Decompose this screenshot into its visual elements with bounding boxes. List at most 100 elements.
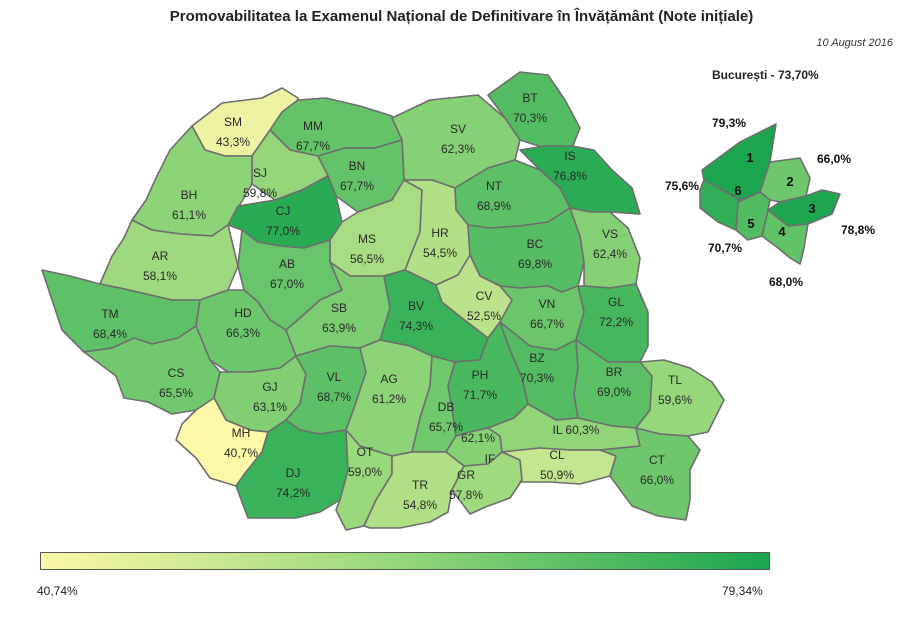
county-value-vn: 66,7% <box>530 317 564 331</box>
sector-value-1: 79,3% <box>712 116 746 130</box>
map-title: Promovabilitatea la Examenul Național de… <box>169 8 754 25</box>
county-value-ms: 56,5% <box>350 252 384 266</box>
county-code-cl: CL <box>549 448 565 462</box>
county-code-tr: TR <box>412 478 428 492</box>
county-value-dj: 74,2% <box>276 486 310 500</box>
county-code-vs: VS <box>602 227 618 241</box>
county-code-ag: AG <box>380 372 397 386</box>
county-value-cl: 50,9% <box>540 468 574 482</box>
sector-value-4: 68,0% <box>769 275 803 289</box>
county-code-bn: BN <box>349 159 366 173</box>
sector-number-6: 6 <box>734 183 741 198</box>
sector-value-2: 66,0% <box>817 152 851 166</box>
county-value-hd: 66,3% <box>226 326 260 340</box>
county-code-sm: SM <box>224 115 242 129</box>
sector-number-1: 1 <box>746 150 753 165</box>
county-code-dj: DJ <box>286 466 301 480</box>
legend-gradient-bar <box>40 552 770 570</box>
county-value-bz: 70,3% <box>520 371 554 385</box>
county-code-ot: OT <box>357 445 374 459</box>
county-tl <box>635 359 725 437</box>
county-gl <box>575 283 649 363</box>
county-code-gr: GR <box>457 468 475 482</box>
county-code-tl: TL <box>668 373 682 387</box>
county-value-bn: 67,7% <box>340 179 374 193</box>
county-code-vn: VN <box>539 297 556 311</box>
county-code-gj: GJ <box>262 380 277 394</box>
county-value-ar: 58,1% <box>143 269 177 283</box>
county-value-mh: 40,7% <box>224 446 258 460</box>
county-value-if: 62,1% <box>461 431 495 445</box>
county-value-bt: 70,3% <box>513 111 547 125</box>
county-value-ct: 66,0% <box>640 473 674 487</box>
county-value-gj: 63,1% <box>253 400 287 414</box>
county-cl <box>501 447 617 485</box>
legend-min-label: 40,74% <box>37 584 78 598</box>
bucharest-sector-5 <box>735 191 771 241</box>
sector-number-5: 5 <box>747 216 754 231</box>
county-value-bv: 74,3% <box>399 319 433 333</box>
county-value-sj: 59,8% <box>243 186 277 200</box>
county-value-sb: 63,9% <box>322 321 356 335</box>
county-value-cs: 65,5% <box>159 386 193 400</box>
county-value-vs: 62,4% <box>593 247 627 261</box>
county-code-cj: CJ <box>276 204 291 218</box>
county-code-sv: SV <box>450 122 466 136</box>
county-code-bv: BV <box>408 299 424 313</box>
sector-value-5: 70,7% <box>708 241 742 255</box>
county-value-vl: 68,7% <box>317 390 351 404</box>
county-value-mm: 67,7% <box>296 139 330 153</box>
county-label-il: IL 60,3% <box>553 423 600 437</box>
county-code-bz: BZ <box>529 351 544 365</box>
map-date: 10 August 2016 <box>816 37 893 49</box>
county-value-ph: 71,7% <box>463 388 497 402</box>
county-code-br: BR <box>606 365 623 379</box>
county-value-is: 76,8% <box>553 169 587 183</box>
county-value-tm: 68,4% <box>93 327 127 341</box>
county-code-vl: VL <box>327 370 342 384</box>
county-value-ag: 61,2% <box>372 392 406 406</box>
county-value-br: 69,0% <box>597 385 631 399</box>
county-value-gr: 57,8% <box>449 488 483 502</box>
bucharest-title: București - 73,70% <box>712 68 819 82</box>
county-code-db: DB <box>438 400 455 414</box>
county-value-bh: 61,1% <box>172 208 206 222</box>
county-value-ab: 67,0% <box>270 277 304 291</box>
county-value-bc: 69,8% <box>518 257 552 271</box>
county-code-hd: HD <box>234 306 252 320</box>
county-code-gl: GL <box>608 295 624 309</box>
sector-value-3: 78,8% <box>841 223 875 237</box>
sector-value-6: 75,6% <box>665 179 699 193</box>
county-value-sv: 62,3% <box>441 142 475 156</box>
county-code-mm: MM <box>303 119 323 133</box>
county-code-ab: AB <box>279 257 295 271</box>
county-value-tl: 59,6% <box>658 393 692 407</box>
county-code-bc: BC <box>527 237 544 251</box>
county-code-tm: TM <box>101 307 118 321</box>
county-ct <box>599 427 701 521</box>
county-code-mh: MH <box>232 426 251 440</box>
county-tr <box>363 451 465 529</box>
county-value-tr: 54,8% <box>403 498 437 512</box>
county-code-cs: CS <box>168 366 185 380</box>
county-value-hr: 54,5% <box>423 246 457 260</box>
county-code-ar: AR <box>152 249 169 263</box>
sector-number-4: 4 <box>778 224 786 239</box>
county-value-sm: 43,3% <box>216 135 250 149</box>
county-code-sj: SJ <box>253 166 267 180</box>
county-code-hr: HR <box>431 226 449 240</box>
county-code-nt: NT <box>486 179 503 193</box>
county-code-bt: BT <box>522 91 538 105</box>
county-value-db: 65,7% <box>429 420 463 434</box>
county-gr <box>451 451 523 515</box>
county-code-if: IF <box>485 452 496 466</box>
county-code-ph: PH <box>472 368 489 382</box>
county-value-nt: 68,9% <box>477 199 511 213</box>
legend-max-label: 79,34% <box>722 584 763 598</box>
bucharest-sector-4 <box>761 209 809 265</box>
county-code-sb: SB <box>331 301 347 315</box>
county-code-ms: MS <box>358 232 376 246</box>
county-code-is: IS <box>564 149 575 163</box>
sector-number-2: 2 <box>786 174 793 189</box>
